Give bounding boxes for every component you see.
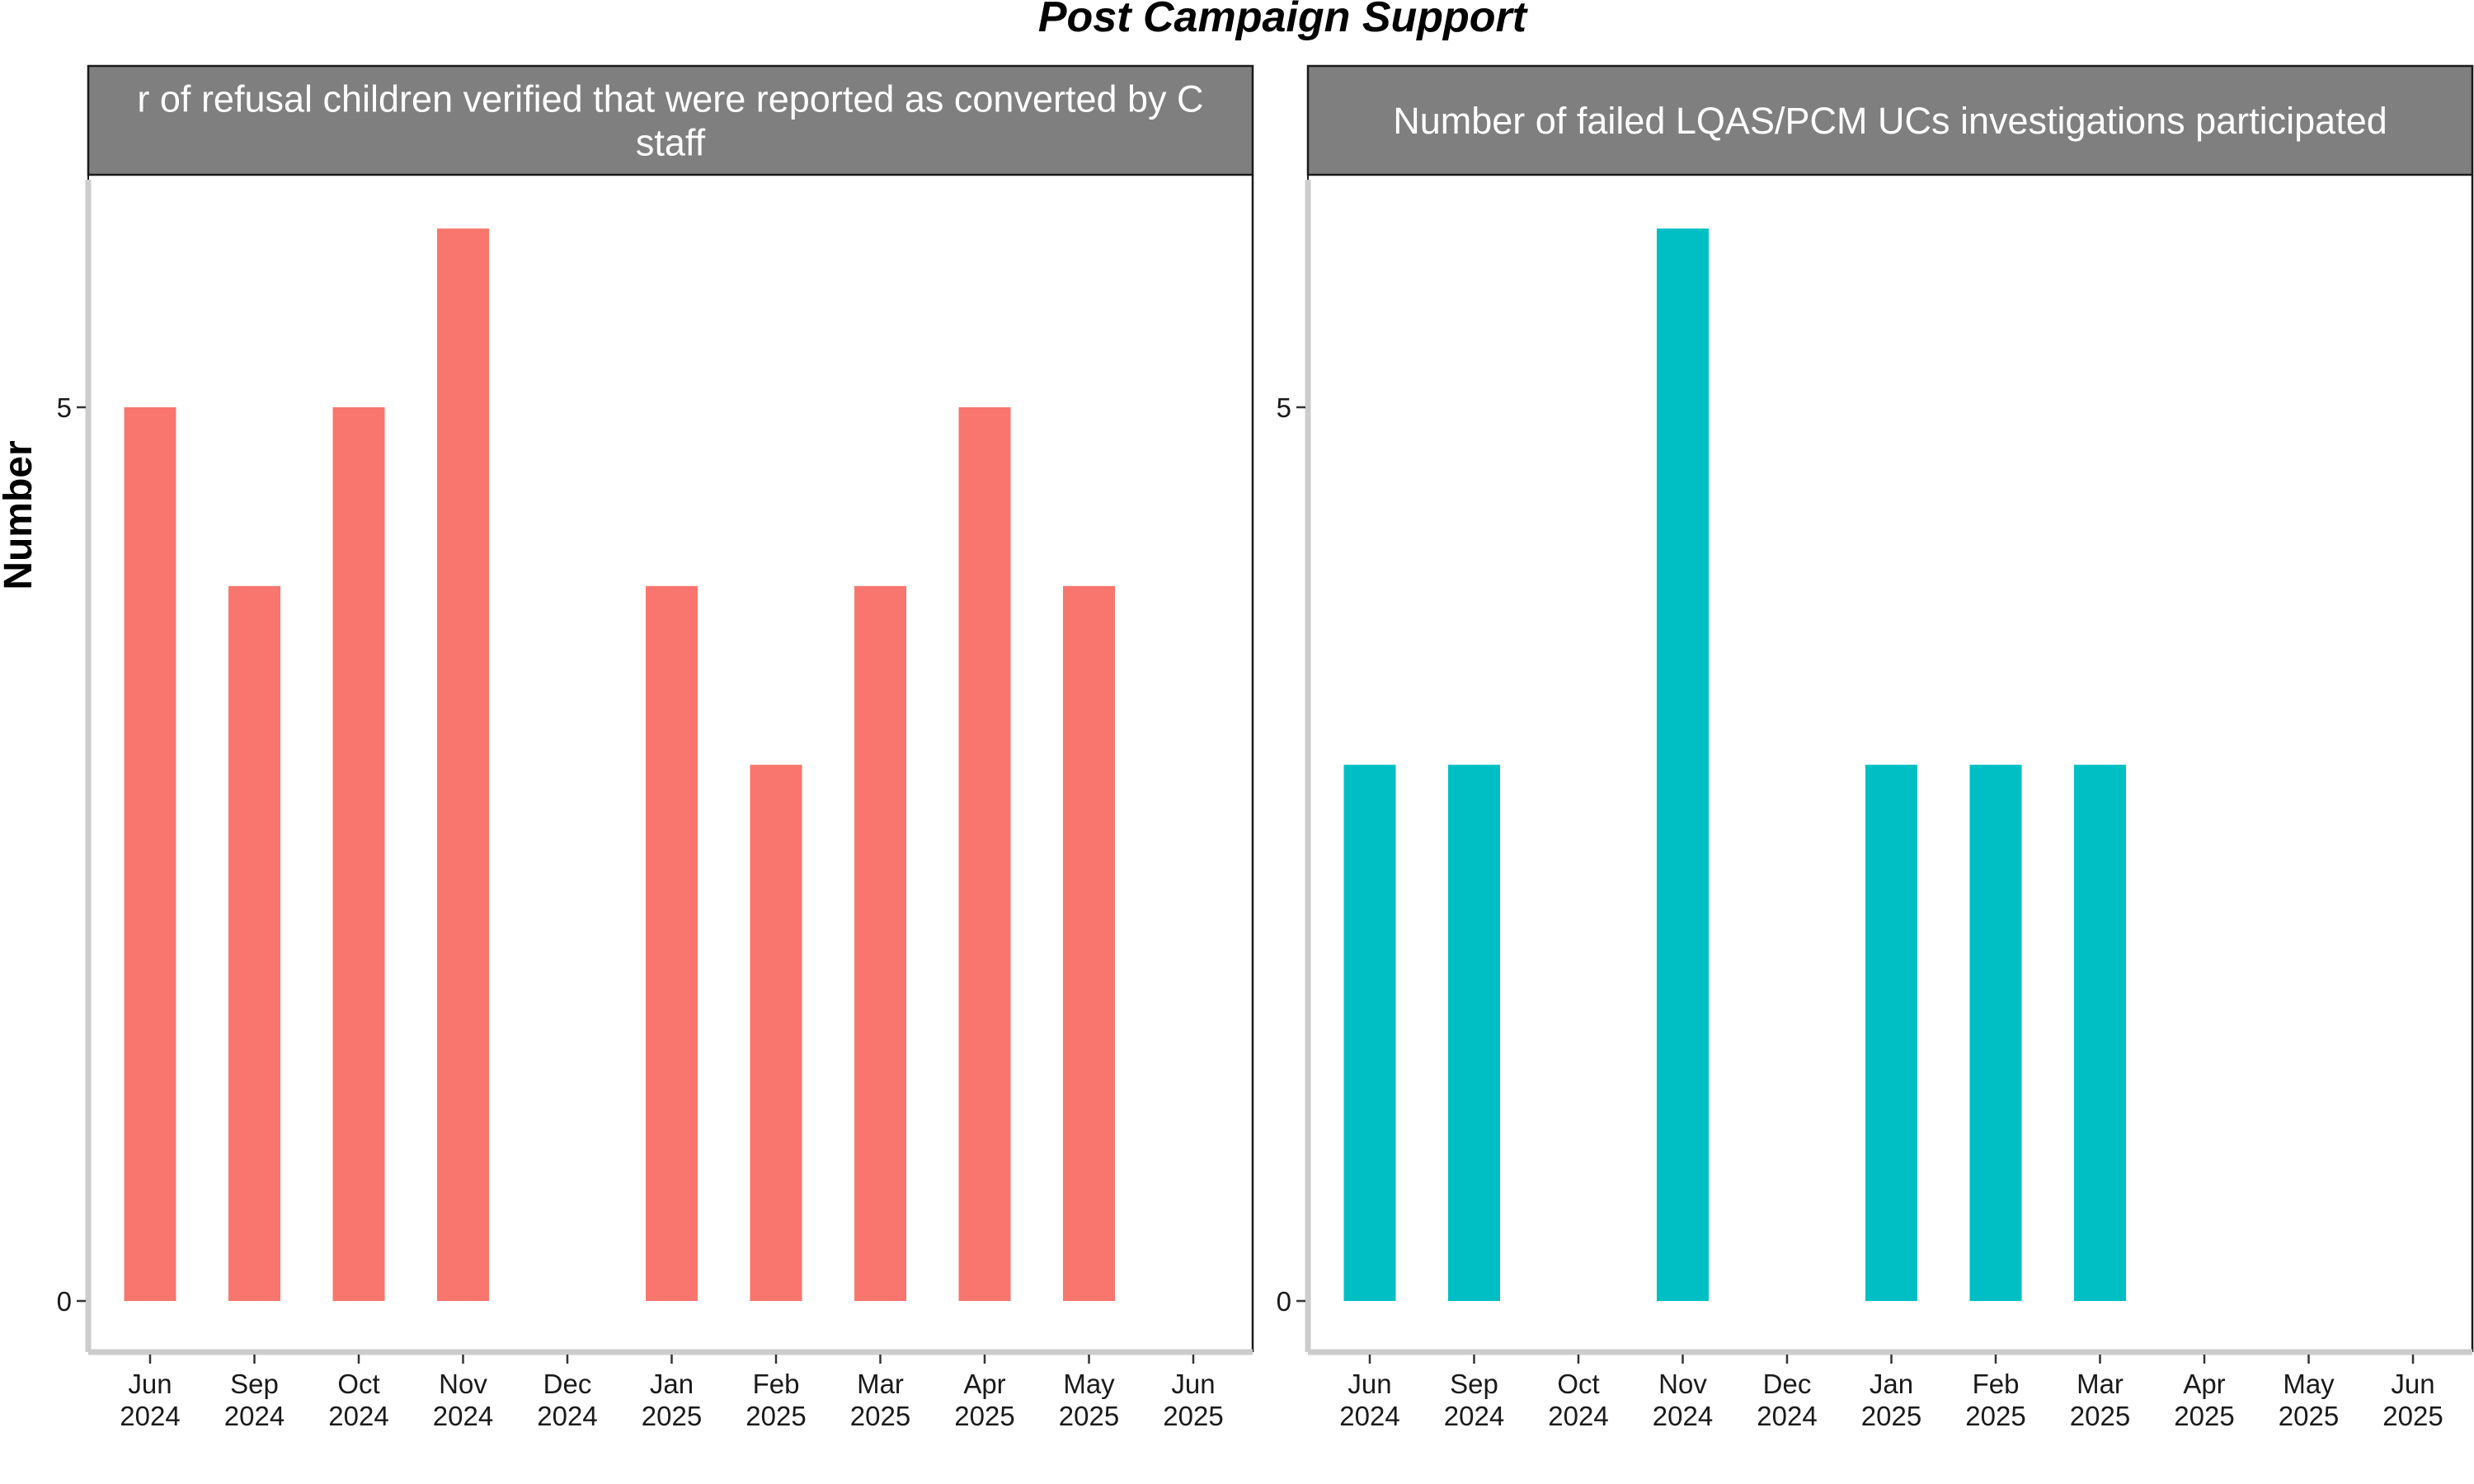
x-tick-label: Jun 2025 [2382, 1369, 2443, 1431]
y-tick-label: 5 [57, 392, 72, 423]
x-tick-label: Oct 2024 [328, 1369, 388, 1431]
facet-strip [1306, 64, 2474, 176]
x-tick-label: Jan 2025 [1861, 1369, 1921, 1431]
bar [854, 585, 906, 1301]
bar [958, 407, 1011, 1301]
x-tick-label: May 2025 [1059, 1369, 1119, 1431]
bar [332, 407, 385, 1301]
x-tick-label: Feb 2025 [1965, 1369, 2025, 1431]
x-tick-label: Jun 2025 [1163, 1369, 1223, 1431]
facet-strip-label: r of refusal children verified that were… [137, 78, 1203, 120]
x-tick-label: Feb 2025 [745, 1369, 806, 1431]
bar [1448, 764, 1500, 1301]
facet-panels: r of refusal children verified that were… [57, 64, 2474, 1431]
x-tick-label: Dec 2024 [537, 1369, 597, 1431]
bar [1657, 228, 1709, 1302]
x-tick-label: Nov 2024 [433, 1369, 493, 1431]
bar [646, 585, 698, 1301]
x-tick-label: Nov 2024 [1653, 1369, 1713, 1431]
facet-strip-label: Number of failed LQAS/PCM UCs investigat… [1393, 100, 2387, 142]
x-tick-label: May 2025 [2279, 1369, 2339, 1431]
x-tick-label: Apr 2025 [2174, 1369, 2234, 1431]
bar [437, 228, 489, 1302]
x-tick-label: Oct 2024 [1548, 1369, 1608, 1431]
chart-title: Post Campaign Support [1038, 0, 1529, 41]
bar [750, 764, 802, 1301]
facet-panel: r of refusal children verified that were… [57, 64, 1254, 1431]
x-tick-label: Jun 2024 [120, 1369, 180, 1431]
bar [2074, 764, 2126, 1301]
y-tick-label: 0 [57, 1286, 72, 1317]
bar [124, 407, 176, 1301]
facet-panel: Number of failed LQAS/PCM UCs investigat… [1277, 64, 2474, 1431]
x-tick-label: Sep 2024 [224, 1369, 285, 1431]
bar [1865, 764, 1917, 1301]
x-tick-label: Apr 2025 [954, 1369, 1014, 1431]
facet-strip-label: staff [636, 122, 706, 164]
bar [1063, 585, 1115, 1301]
y-tick-label: 5 [1277, 392, 1291, 423]
x-tick-label: Jun 2024 [1339, 1369, 1399, 1431]
x-tick-label: Sep 2024 [1444, 1369, 1504, 1431]
x-tick-label: Jan 2025 [642, 1369, 702, 1431]
x-tick-label: Dec 2024 [1757, 1369, 1817, 1431]
facet-strip [87, 64, 1254, 176]
x-tick-label: Mar 2025 [850, 1369, 910, 1431]
bar [1969, 764, 2022, 1301]
bar [1343, 764, 1396, 1301]
x-tick-label: Mar 2025 [2070, 1369, 2130, 1431]
y-axis-label: Number [0, 440, 40, 589]
bar [228, 585, 280, 1301]
y-tick-label: 0 [1277, 1286, 1291, 1317]
